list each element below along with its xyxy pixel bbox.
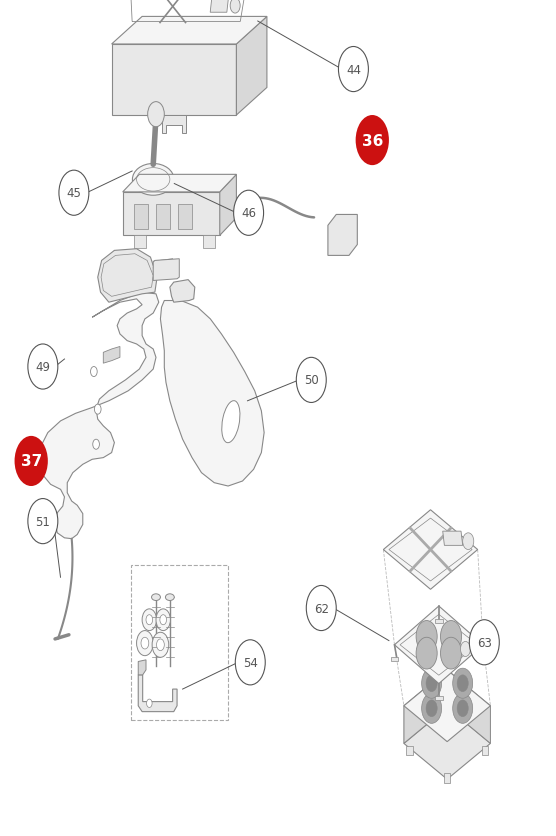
Circle shape: [28, 499, 58, 544]
Polygon shape: [98, 249, 157, 303]
Polygon shape: [134, 204, 148, 229]
Circle shape: [157, 640, 165, 651]
Text: 51: 51: [36, 515, 50, 528]
Circle shape: [453, 669, 473, 698]
Text: 46: 46: [241, 207, 256, 220]
Text: 45: 45: [67, 187, 81, 200]
Polygon shape: [481, 746, 488, 755]
Circle shape: [28, 344, 58, 390]
Polygon shape: [443, 532, 463, 546]
Polygon shape: [103, 347, 120, 364]
Circle shape: [296, 358, 326, 403]
Circle shape: [469, 620, 499, 665]
Polygon shape: [123, 175, 236, 192]
Circle shape: [156, 609, 170, 631]
Ellipse shape: [416, 621, 437, 653]
Circle shape: [142, 609, 157, 631]
Text: 62: 62: [314, 602, 329, 614]
Polygon shape: [390, 658, 398, 662]
Polygon shape: [38, 293, 159, 539]
Polygon shape: [406, 746, 413, 755]
Polygon shape: [220, 175, 236, 236]
Circle shape: [148, 103, 165, 128]
Polygon shape: [404, 670, 490, 742]
Circle shape: [95, 405, 101, 415]
Circle shape: [356, 116, 389, 166]
Circle shape: [160, 615, 167, 625]
Circle shape: [457, 675, 468, 691]
Polygon shape: [112, 18, 267, 45]
Polygon shape: [479, 658, 487, 662]
Ellipse shape: [416, 638, 437, 670]
Polygon shape: [162, 116, 186, 135]
Circle shape: [146, 615, 153, 625]
Polygon shape: [161, 301, 264, 487]
Polygon shape: [236, 18, 267, 116]
Polygon shape: [210, 0, 229, 13]
Text: 49: 49: [36, 360, 51, 374]
Circle shape: [230, 0, 240, 14]
Text: 37: 37: [21, 454, 42, 469]
Circle shape: [152, 633, 168, 658]
Polygon shape: [138, 660, 146, 675]
Circle shape: [426, 700, 437, 716]
Circle shape: [234, 191, 264, 236]
Circle shape: [14, 436, 48, 487]
Polygon shape: [170, 280, 195, 303]
Circle shape: [463, 533, 474, 550]
Bar: [131, 566, 228, 720]
Circle shape: [141, 638, 149, 650]
Circle shape: [93, 440, 100, 450]
Ellipse shape: [152, 594, 161, 601]
Polygon shape: [123, 192, 220, 236]
Text: 36: 36: [361, 134, 383, 149]
Polygon shape: [156, 204, 170, 229]
Circle shape: [339, 48, 369, 93]
Polygon shape: [404, 708, 490, 779]
Ellipse shape: [440, 638, 461, 670]
Polygon shape: [203, 236, 215, 248]
Circle shape: [59, 171, 89, 216]
Circle shape: [147, 699, 152, 707]
Circle shape: [426, 675, 437, 691]
Polygon shape: [447, 670, 490, 743]
Circle shape: [421, 693, 441, 723]
Polygon shape: [328, 215, 358, 256]
Ellipse shape: [440, 621, 461, 653]
Polygon shape: [112, 45, 236, 116]
Circle shape: [457, 700, 468, 716]
Text: 50: 50: [304, 374, 319, 387]
Circle shape: [453, 693, 473, 723]
Polygon shape: [138, 675, 177, 711]
Circle shape: [235, 640, 265, 685]
Ellipse shape: [222, 401, 240, 443]
Polygon shape: [153, 259, 179, 281]
Circle shape: [460, 642, 470, 657]
Ellipse shape: [166, 594, 174, 601]
Ellipse shape: [132, 165, 174, 196]
Text: 44: 44: [346, 64, 361, 76]
Polygon shape: [384, 510, 478, 589]
Polygon shape: [435, 696, 443, 701]
Polygon shape: [435, 619, 443, 623]
Polygon shape: [404, 670, 447, 743]
Circle shape: [306, 586, 336, 631]
Polygon shape: [444, 773, 450, 782]
Circle shape: [137, 631, 153, 656]
Polygon shape: [394, 606, 483, 684]
Polygon shape: [134, 236, 146, 248]
Circle shape: [421, 669, 441, 698]
Text: 63: 63: [477, 636, 492, 649]
Polygon shape: [444, 719, 450, 727]
Circle shape: [91, 367, 97, 377]
Text: 54: 54: [243, 656, 258, 669]
Polygon shape: [178, 204, 192, 229]
